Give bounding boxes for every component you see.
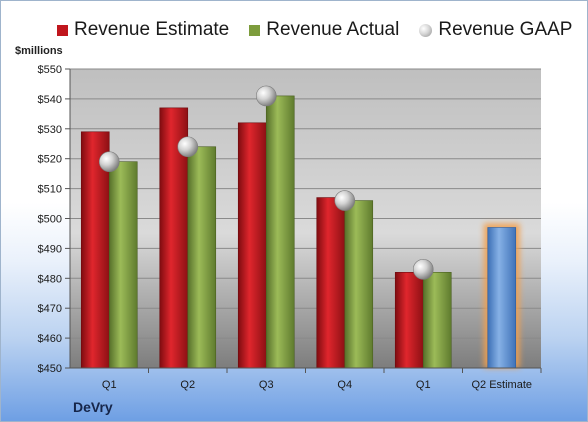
legend-item-revenue-estimate: Revenue Estimate — [57, 19, 229, 41]
y-tick-label: $490 — [38, 243, 62, 255]
y-tick-label: $450 — [38, 363, 62, 375]
x-tick-label: Q3 — [259, 379, 274, 391]
y-tick-label: $480 — [38, 273, 62, 285]
legend-item-revenue-gaap: Revenue GAAP — [419, 19, 572, 41]
marker-revenue-gaap — [177, 136, 199, 158]
y-axis-unit-label: $millions — [15, 45, 63, 57]
bar-revenue-actual — [422, 272, 452, 369]
bar-revenue-estimate-projected — [487, 227, 517, 369]
y-tick-label: $470 — [38, 303, 62, 315]
y-tick-label: $460 — [38, 333, 62, 345]
y-tick-label: $540 — [38, 94, 62, 106]
legend-label-actual: Revenue Actual — [266, 19, 400, 40]
legend-label-gaap: Revenue GAAP — [438, 19, 573, 40]
y-tick-label: $500 — [38, 214, 62, 226]
legend-marker-gaap — [419, 23, 433, 37]
y-tick-label: $530 — [38, 124, 62, 136]
bar-revenue-estimate — [80, 131, 110, 369]
bar-revenue-actual — [265, 95, 295, 369]
marker-revenue-gaap — [98, 151, 120, 172]
x-tick-label: Q4 — [337, 379, 352, 391]
company-name: DeVry — [73, 399, 113, 415]
bar-revenue-estimate — [394, 272, 424, 369]
bar-revenue-estimate — [316, 197, 346, 369]
marker-revenue-gaap — [412, 259, 434, 280]
bar-revenue-actual — [187, 146, 217, 369]
bar-revenue-estimate — [237, 122, 267, 369]
legend-label-estimate: Revenue Estimate — [74, 19, 230, 40]
marker-revenue-gaap — [255, 85, 277, 107]
marker-revenue-gaap — [334, 190, 356, 211]
legend-swatch-actual — [249, 24, 261, 36]
x-tick-label: Q1 — [102, 379, 117, 391]
bar-revenue-actual — [108, 161, 138, 369]
y-tick-label: $510 — [38, 184, 62, 196]
x-tick-label: Q1 — [416, 379, 431, 391]
bar-revenue-actual — [344, 200, 374, 369]
y-tick-label: $550 — [38, 64, 62, 76]
legend-swatch-estimate — [57, 24, 68, 36]
x-tick-label: Q2 — [180, 379, 195, 391]
y-tick-label: $520 — [38, 154, 62, 166]
legend: Revenue Estimate Revenue Actual Revenue … — [57, 17, 572, 43]
legend-item-revenue-actual: Revenue Actual — [249, 19, 399, 41]
x-tick-label: Q2 Estimate — [471, 379, 532, 391]
